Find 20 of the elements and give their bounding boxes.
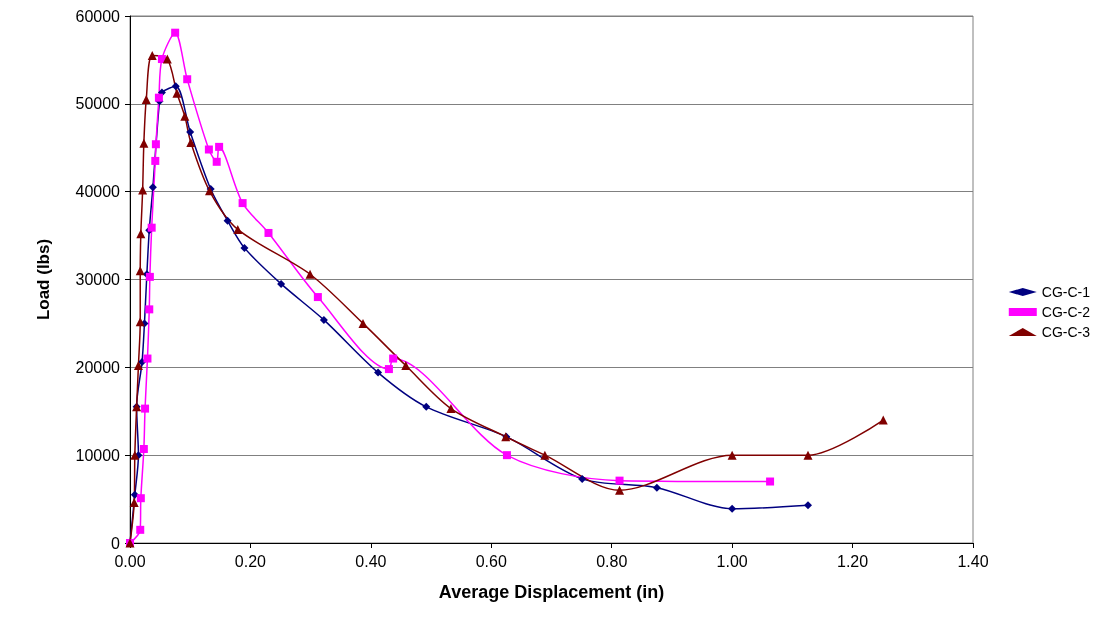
x-axis-title: Average Displacement (in)	[438, 582, 665, 602]
x-tick-label: 0.20	[234, 552, 267, 570]
y-tick-label: 10000	[75, 446, 121, 464]
y-tick-label: 40000	[75, 183, 121, 201]
y-tick-label: 30000	[75, 271, 121, 288]
y-axis-title: Load (lbs)	[34, 238, 53, 321]
legend-label: CG-C-3	[1041, 324, 1091, 340]
y-tick-label: 20000	[75, 358, 121, 376]
x-tick-label: 0.40	[355, 552, 387, 570]
x-tick-label: 0.00	[114, 552, 146, 570]
x-tick-label: 0.60	[475, 552, 507, 570]
y-tick-label: 50000	[75, 95, 121, 113]
legend-label: CG-C-2	[1041, 304, 1091, 320]
legend-label: CG-C-1	[1041, 284, 1091, 300]
x-tick-label: 1.40	[957, 552, 989, 570]
x-tick-label: 1.00	[716, 552, 748, 570]
y-tick-label: 60000	[75, 7, 121, 25]
y-tick-label: 0	[111, 534, 121, 552]
x-tick-label: 0.80	[596, 552, 628, 570]
x-tick-label: 1.20	[837, 552, 869, 570]
